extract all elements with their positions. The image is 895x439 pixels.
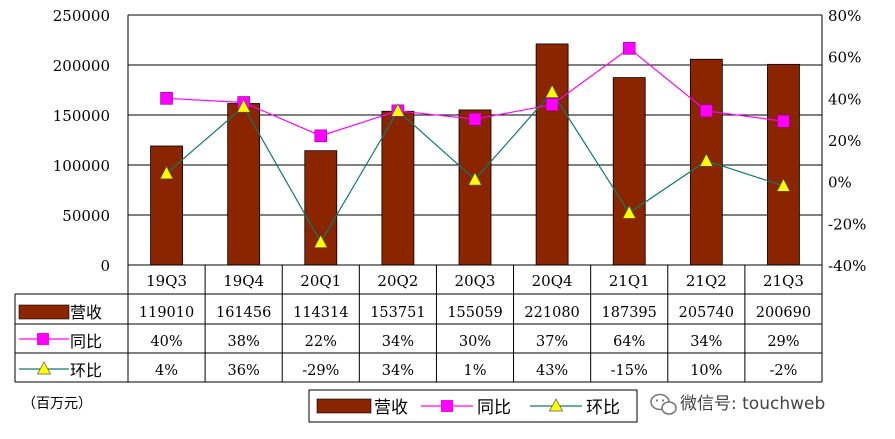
table-cell: -29% [302,363,339,379]
table-cell: 161456 [216,305,271,321]
qoq-point [159,165,174,180]
table-cell: 114314 [293,305,348,321]
legend-swatch-revenue [316,398,372,414]
category-label: 20Q1 [300,272,341,290]
revenue-bar [612,77,646,266]
table-cell: 187395 [602,305,657,321]
yoy-point [622,42,636,55]
right-tick-label: 60% [828,49,861,67]
category-label: 20Q3 [455,272,496,290]
row-label: 营收 [70,303,102,322]
legend-swatch-qoq [548,398,564,412]
category-label: 20Q4 [532,272,573,290]
yoy-point [160,92,173,105]
right-y-axis: -40% -20% 0% 20% 40% 60% 80% [828,7,866,275]
qoq-point [390,103,405,117]
yoy-point [700,104,713,118]
table-cell: 34% [382,334,414,350]
legend-swatch-yoy [441,400,453,412]
revenue-bar [535,43,569,266]
table-cell: 200690 [756,305,811,321]
left-tick-label: 0 [100,257,110,275]
revenue-bar [227,103,261,266]
revenue-bar [381,110,415,266]
table-cell: 30% [459,334,491,350]
table-cell: 37% [536,334,568,350]
qoq-point [776,178,791,192]
table-cell: 221080 [524,305,579,321]
table-cell: 36% [228,363,260,379]
table-cell: 22% [305,334,337,350]
table-cell: 1% [463,363,486,379]
left-tick-label: 150000 [53,107,110,125]
table-cell: 38% [228,334,260,350]
qoq-point [545,84,560,98]
left-y-axis: 0 50000 100000 150000 200000 250000 [53,7,110,275]
category-label: 21Q1 [609,272,650,290]
legend-key-revenue [18,304,70,320]
data-table: 19Q3 19Q4 20Q1 20Q2 20Q3 20Q4 21Q1 21Q2 21Q3 营收 11… [14,15,823,383]
yoy-point [468,112,482,126]
table-cell: 40% [150,334,182,350]
unit-label: （百万元） [22,396,92,412]
wechat-icon [650,393,677,415]
revenue-bar [767,63,800,266]
table-cell: 4% [155,363,178,379]
legend-label: 营收 [374,398,408,418]
revenue-bars [150,43,800,266]
table-cell: 34% [382,363,414,379]
category-label: 21Q3 [763,272,804,290]
yoy-point [777,114,790,128]
category-label: 19Q3 [146,272,187,290]
legend-key-yoy [37,333,49,345]
table-cell: 10% [690,363,722,379]
right-tick-label: -40% [828,257,866,275]
table-cell: 119010 [139,305,194,321]
row-label: 环比 [70,361,102,380]
left-tick-label: 100000 [53,157,110,175]
table-cell: 64% [613,334,645,350]
table-cell: 29% [767,334,799,350]
right-tick-label: 20% [828,132,861,150]
legend-label: 环比 [586,398,620,418]
yoy-point [314,129,328,143]
qoq-point [699,153,714,167]
legend-label: 同比 [477,398,511,418]
watermark: 微信号: touchweb [650,393,825,415]
right-tick-label: 80% [828,7,861,25]
left-tick-label: 200000 [53,57,110,75]
table-cell: -15% [611,363,648,379]
right-tick-label: 0% [828,174,852,192]
qoq-point [467,171,483,186]
left-tick-label: 50000 [62,207,110,225]
watermark-text: 微信号: touchweb [680,394,825,414]
right-tick-label: -20% [828,215,866,233]
legend-key-qoq [36,361,52,375]
table-cell: 155059 [447,305,502,321]
qoq-point [622,205,637,219]
ratio-lines [159,42,791,248]
yoy-point [545,98,559,111]
table-cell: 34% [690,334,722,350]
category-label: 20Q2 [377,272,418,290]
table-cell: 43% [536,363,568,379]
legend: 营收 同比 环比 [308,389,638,423]
qoq-point [313,234,328,248]
category-label: 19Q4 [223,272,264,290]
table-cell: 153751 [370,305,425,321]
row-label: 同比 [70,332,102,351]
category-label: 21Q2 [686,272,727,290]
left-tick-label: 250000 [53,7,110,25]
right-tick-label: 40% [828,90,861,108]
table-cell: -2% [769,363,797,379]
revenue-bar [458,109,492,266]
table-cell: 205740 [679,305,734,321]
qoq-point [236,98,251,113]
